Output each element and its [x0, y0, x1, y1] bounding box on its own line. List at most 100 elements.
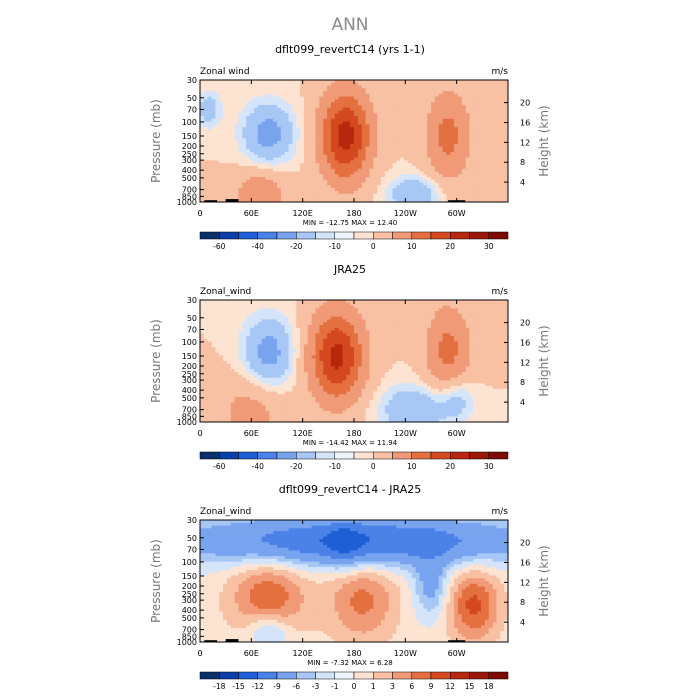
contour-cell	[415, 157, 420, 161]
contour-cell	[465, 143, 470, 147]
contour-cell	[300, 127, 305, 131]
contour-cell	[342, 182, 347, 186]
contour-cell	[434, 319, 440, 323]
contour-cell	[230, 149, 236, 153]
contour-cell	[500, 160, 505, 164]
contour-cell	[215, 322, 220, 326]
contour-cell	[342, 324, 347, 329]
contour-cell	[396, 160, 401, 164]
contour-cell	[427, 135, 432, 139]
contour-cell	[404, 341, 409, 345]
contour-cell	[361, 138, 366, 142]
contour-cell	[238, 341, 243, 345]
contour-cell	[257, 313, 262, 318]
contour-cell	[357, 138, 363, 142]
contour-cell	[261, 141, 266, 145]
contour-cell	[504, 305, 508, 309]
contour-cell	[354, 179, 359, 183]
contour-cell	[223, 338, 228, 342]
contour-cell	[419, 302, 424, 306]
contour-cell	[338, 330, 343, 334]
contour-cell	[411, 118, 416, 122]
contour-cell	[396, 132, 401, 136]
contour-cell	[303, 96, 309, 100]
contour-cell	[230, 190, 236, 195]
contour-cell	[346, 174, 351, 178]
contour-cell	[388, 116, 393, 120]
contour-cell	[361, 110, 366, 114]
contour-cell	[211, 336, 216, 340]
contour-cell	[400, 85, 405, 89]
contour-cell	[257, 305, 262, 309]
contour-cell	[250, 129, 255, 134]
contour-cell	[223, 135, 228, 139]
contour-cell	[438, 124, 443, 128]
contour-cell	[373, 174, 378, 178]
contour-cell	[484, 313, 490, 318]
contour-cell	[357, 160, 363, 164]
contour-cell	[338, 154, 343, 159]
contour-cell	[469, 168, 474, 172]
contour-cell	[234, 165, 239, 170]
contour-cell	[431, 80, 436, 84]
contour-cell	[242, 121, 247, 125]
contour-cell	[369, 190, 374, 195]
contour-cell	[377, 129, 382, 134]
contour-cell	[392, 333, 397, 337]
contour-cell	[377, 127, 382, 131]
contour-cell	[342, 188, 347, 192]
contour-cell	[461, 322, 467, 326]
contour-cell	[203, 127, 209, 131]
contour-cell	[242, 96, 247, 100]
contour-cell	[496, 341, 501, 345]
contour-cell	[280, 168, 286, 172]
contour-cell	[481, 305, 486, 309]
contour-cell	[492, 149, 497, 153]
contour-cell	[253, 196, 259, 200]
contour-cell	[431, 102, 436, 106]
contour-cell	[423, 91, 428, 95]
contour-cell	[392, 190, 397, 195]
contour-cell	[461, 308, 467, 312]
contour-cell	[357, 305, 363, 309]
contour-cell	[242, 333, 247, 337]
contour-cell	[253, 347, 259, 351]
contour-cell	[442, 341, 447, 345]
contour-cell	[357, 96, 363, 100]
contour-cell	[246, 141, 251, 145]
contour-cell	[500, 190, 505, 195]
contour-cell	[215, 199, 220, 202]
contour-cell	[361, 327, 366, 331]
contour-cell	[465, 91, 470, 95]
contour-cell	[277, 82, 282, 86]
contour-cell	[446, 129, 451, 134]
contour-cell	[338, 135, 343, 139]
contour-cell	[307, 121, 313, 125]
contour-cell	[373, 177, 378, 181]
contour-cell	[392, 154, 397, 159]
contour-cell	[496, 102, 501, 106]
contour-cell	[303, 143, 309, 147]
contour-cell	[438, 132, 443, 136]
contour-cell	[404, 124, 409, 128]
contour-cell	[288, 179, 293, 183]
contour-cell	[215, 160, 220, 164]
contour-cell	[469, 138, 474, 142]
contour-cell	[350, 174, 355, 178]
contour-cell	[438, 85, 443, 89]
contour-cell	[346, 313, 351, 318]
contour-cell	[465, 149, 470, 153]
contour-cell	[457, 93, 463, 98]
contour-cell	[461, 121, 467, 125]
contour-cell	[369, 177, 374, 181]
contour-cell	[484, 127, 490, 131]
contour-cell	[311, 302, 316, 306]
contour-cell	[307, 149, 313, 153]
contour-cell	[261, 99, 266, 103]
contour-cell	[215, 82, 220, 86]
contour-cell	[238, 91, 243, 95]
contour-cell	[431, 185, 436, 189]
contour-cell	[415, 174, 420, 178]
contour-cell	[392, 177, 397, 181]
contour-cell	[323, 141, 328, 145]
